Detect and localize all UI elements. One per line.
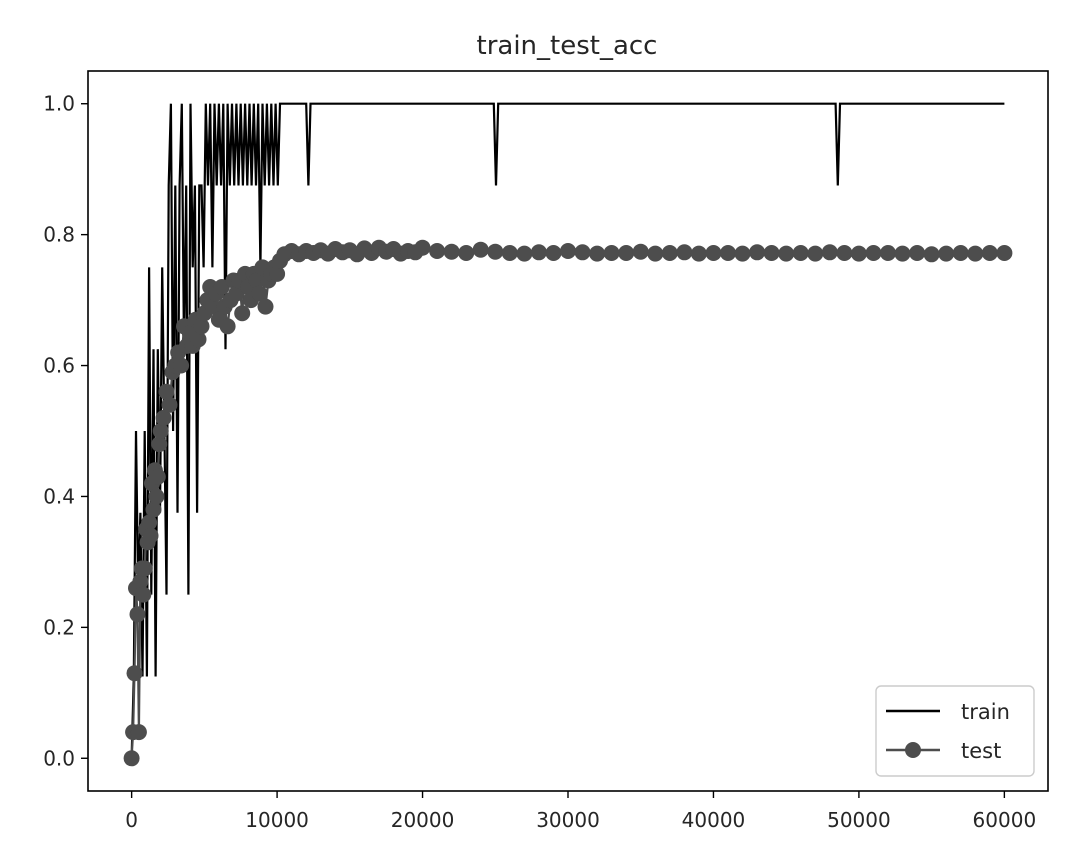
data-point-test — [705, 245, 722, 261]
data-point-test — [560, 243, 576, 259]
series-markers-test — [123, 239, 1013, 767]
x-tick-label: 0 — [125, 808, 138, 832]
data-point-test — [152, 423, 169, 439]
axes-frame — [87, 70, 1049, 792]
data-point-test — [234, 305, 251, 322]
data-point-test — [205, 298, 222, 315]
data-point-test — [720, 245, 736, 261]
data-point-test — [850, 245, 867, 262]
data-point-test — [123, 750, 140, 767]
data-point-test — [443, 243, 460, 260]
data-point-test — [516, 245, 533, 262]
data-point-test — [530, 244, 547, 261]
data-point-test — [603, 245, 620, 261]
data-point-test — [996, 245, 1013, 261]
data-point-test — [749, 244, 766, 261]
y-tick-label: 0.4 — [43, 484, 75, 508]
y-tick-label: 0.6 — [43, 354, 75, 378]
x-tick-label: 30000 — [536, 808, 600, 832]
data-point-test — [148, 488, 165, 505]
y-tick-label: 0.2 — [43, 615, 75, 639]
data-point-test — [501, 245, 518, 261]
data-point-test — [676, 244, 693, 261]
data-point-test — [161, 396, 178, 413]
data-point-test — [545, 245, 562, 261]
y-tick-label: 0.8 — [43, 223, 75, 247]
data-point-test — [126, 665, 143, 682]
data-point-test — [173, 357, 190, 374]
data-point-test — [647, 245, 664, 262]
plot-area — [123, 102, 1013, 767]
x-tick-label: 20000 — [391, 808, 455, 832]
data-point-test — [190, 331, 207, 348]
data-point-test — [458, 245, 475, 261]
data-point-test — [248, 272, 265, 289]
y-tick-label: 0.0 — [43, 746, 75, 770]
data-point-test — [792, 245, 809, 261]
data-point-test — [228, 285, 245, 302]
data-point-test — [938, 245, 955, 262]
data-point-test — [909, 245, 926, 261]
y-tick-label: 1.0 — [43, 92, 75, 116]
data-point-test — [155, 409, 172, 426]
data-point-test — [865, 245, 882, 261]
data-point-test — [136, 560, 153, 577]
data-point-test — [158, 383, 175, 400]
data-point-test — [130, 724, 147, 741]
data-point-test — [821, 244, 838, 261]
data-point-test — [141, 514, 158, 531]
data-point-test — [952, 245, 969, 261]
axes: 0 10000 20000 30000 40000 50000 60000 0.0 0.2 0.4… — [43, 70, 1049, 832]
data-point-test — [967, 245, 984, 262]
data-point-test — [132, 573, 149, 590]
data-point-test — [632, 243, 649, 260]
data-point-test — [880, 245, 896, 261]
data-point-test — [151, 436, 168, 453]
data-point-test — [135, 586, 152, 603]
data-point-test — [414, 239, 431, 256]
data-point-test — [734, 245, 751, 262]
data-point-test — [149, 468, 166, 485]
data-point-test — [219, 318, 236, 335]
data-point-test — [807, 245, 824, 262]
x-tick-label: 60000 — [973, 808, 1037, 832]
data-point-test — [589, 245, 606, 262]
x-tick-label: 40000 — [682, 808, 746, 832]
data-point-test — [129, 606, 146, 623]
data-point-test — [145, 501, 162, 518]
data-point-test — [487, 243, 504, 260]
x-tick-label: 10000 — [245, 808, 309, 832]
series-line-test — [130, 246, 1005, 759]
legend-swatch-test-marker — [905, 742, 921, 758]
data-point-test — [142, 527, 159, 544]
data-point-test — [257, 298, 274, 315]
data-point-test — [193, 318, 210, 335]
data-point-test — [269, 265, 286, 282]
data-point-test — [778, 245, 795, 262]
data-point-test — [213, 279, 230, 295]
data-point-test — [981, 245, 998, 261]
data-point-test — [894, 245, 911, 262]
data-point-test — [923, 246, 940, 263]
data-point-test — [251, 285, 268, 302]
data-point-test — [429, 243, 446, 259]
legend: train test — [875, 685, 1035, 777]
legend-label-test: test — [961, 739, 1001, 763]
data-point-test — [472, 241, 489, 258]
legend-box — [875, 685, 1035, 777]
data-point-test — [661, 245, 678, 261]
legend-label-train: train — [961, 700, 1010, 724]
data-point-test — [618, 245, 635, 261]
data-point-test — [836, 245, 853, 261]
data-point-test — [763, 245, 780, 261]
data-point-test — [574, 244, 591, 261]
data-point-test — [690, 245, 707, 262]
x-tick-label: 50000 — [827, 808, 891, 832]
series-line-train — [130, 102, 1005, 759]
chart-title: train_test_acc — [477, 31, 658, 61]
